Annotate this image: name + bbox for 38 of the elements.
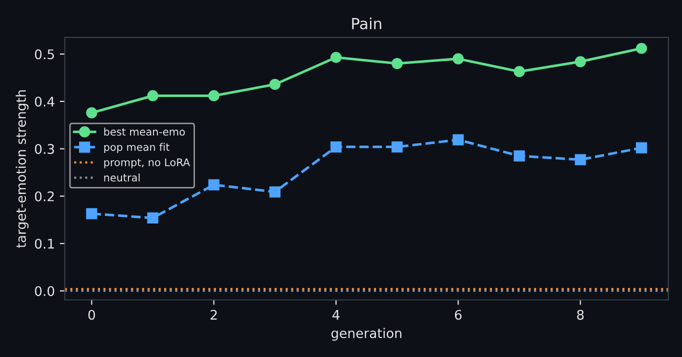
chart-title: Pain: [352, 18, 382, 30]
x-tick-label: 0: [88, 310, 95, 320]
point: [269, 78, 280, 90]
y-tick-label: 0.1: [34, 238, 54, 249]
x-tick-label: 8: [577, 310, 584, 320]
point: [330, 52, 342, 63]
y-tick-label: 0.2: [34, 191, 54, 202]
point: [392, 58, 403, 70]
point: [269, 186, 280, 198]
point: [636, 142, 648, 154]
y-tick-label: 0.3: [34, 144, 54, 154]
x-tick-label: 4: [332, 310, 340, 320]
point: [392, 141, 403, 152]
y-tick-label: 0.5: [34, 49, 54, 60]
legend-label: best mean-emo: [104, 128, 185, 136]
point: [208, 179, 220, 190]
y-axis-title: target-emotion strength: [16, 90, 29, 248]
point: [147, 212, 158, 224]
point: [574, 154, 586, 166]
point: [636, 42, 648, 54]
point: [514, 66, 525, 78]
point: [147, 90, 158, 102]
y-tick-label: 0.0: [34, 286, 54, 296]
x-tick-label: 6: [454, 310, 462, 320]
point: [330, 141, 342, 152]
x-axis-title: generation: [331, 328, 402, 341]
point: [86, 208, 98, 220]
point: [452, 53, 464, 64]
legend-label: pop mean fit: [104, 142, 170, 153]
point: [574, 56, 586, 68]
point: [514, 150, 525, 162]
point: [452, 134, 464, 146]
point: [86, 107, 98, 118]
legend-label: prompt, no LoRA: [104, 158, 190, 168]
x-tick-label: 2: [210, 310, 217, 320]
y-tick-label: 0.4: [34, 96, 54, 107]
point: [208, 90, 220, 102]
legend-label: neutral: [104, 173, 140, 182]
